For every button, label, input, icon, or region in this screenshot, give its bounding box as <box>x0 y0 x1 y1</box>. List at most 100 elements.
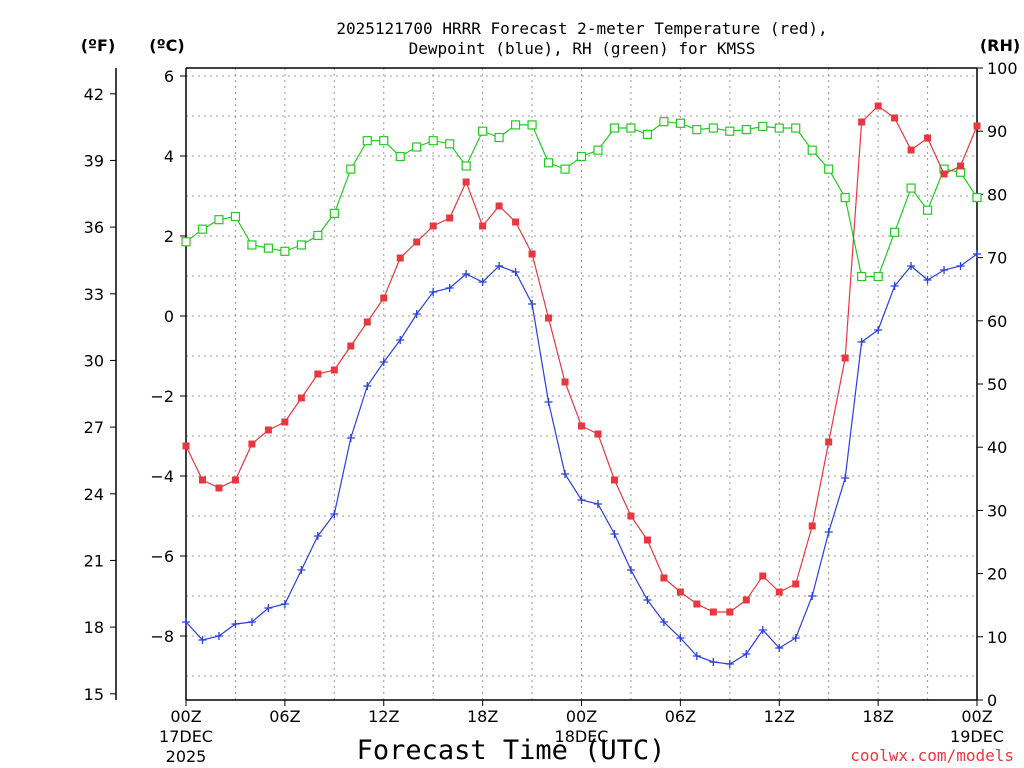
rh-point <box>576 151 587 162</box>
temperature-point <box>775 588 783 596</box>
dewpoint-point <box>561 470 570 478</box>
rh-unit-label: (RH) <box>980 36 1020 55</box>
rh-point <box>593 145 603 155</box>
temperature-series <box>182 102 981 616</box>
temperature-point <box>413 238 421 246</box>
dewpoint-point <box>462 270 471 278</box>
temperature-point <box>380 294 388 302</box>
dewpoint-point <box>676 634 685 642</box>
dewpoint-point <box>923 276 932 284</box>
temperature-point <box>726 608 734 616</box>
dewpoint-point <box>940 266 949 274</box>
dewpoint-point <box>544 398 553 406</box>
temperature-point <box>610 476 618 484</box>
credit-text: coolwx.com/models <box>850 746 1014 765</box>
rh-point <box>560 164 570 174</box>
dewpoint-point <box>907 262 916 270</box>
dewpoint-point <box>198 636 207 644</box>
dewpoint-point <box>577 496 586 504</box>
temperature-point <box>198 476 206 484</box>
temperature-point <box>479 222 487 230</box>
celsius-unit-label: (ºC) <box>149 36 184 55</box>
rh-tick-label: 80 <box>987 185 1007 204</box>
temperature-point <box>495 202 503 210</box>
dewpoint-series <box>182 250 981 668</box>
rh-point <box>461 161 471 171</box>
rh-point <box>972 192 982 203</box>
rh-point <box>478 126 488 136</box>
celsius-tick-label: −4 <box>150 467 174 486</box>
celsius-tick-label: −2 <box>150 387 174 406</box>
temperature-point <box>281 418 289 426</box>
temperature-point <box>792 580 800 588</box>
celsius-tick-label: 0 <box>164 307 174 326</box>
temperature-point <box>363 318 371 326</box>
dewpoint-point <box>709 658 718 666</box>
rh-point <box>890 227 900 237</box>
dewpoint-point <box>874 326 883 334</box>
rh-point <box>824 164 834 174</box>
temperature-point <box>182 442 190 450</box>
celsius-tick-label: 6 <box>164 67 174 86</box>
rh-point <box>626 123 636 133</box>
temperature-point <box>512 218 520 226</box>
dewpoint-point <box>610 530 619 538</box>
rh-point <box>197 224 208 234</box>
dewpoint-point <box>659 618 668 626</box>
dewpoint-point <box>231 620 240 628</box>
temperature-point <box>940 170 948 178</box>
rh-point <box>675 118 685 128</box>
rh-point <box>313 230 323 241</box>
dewpoint-point <box>346 434 355 442</box>
rh-line <box>185 121 978 278</box>
x-tick-date-label: 18DEC <box>555 727 609 746</box>
fahrenheit-tick-label: 21 <box>84 551 104 570</box>
fahrenheit-tick-label: 39 <box>84 151 104 170</box>
rh-point <box>708 123 718 133</box>
rh-point <box>642 129 653 139</box>
dewpoint-point <box>379 358 388 366</box>
temperature-point <box>231 476 239 484</box>
chart-title-line1: 2025121700 HRRR Forecast 2-meter Tempera… <box>336 19 827 38</box>
x-tick-label: 00Z <box>170 707 201 726</box>
celsius-tick-label: −8 <box>150 627 174 646</box>
dewpoint-point <box>214 632 223 640</box>
fahrenheit-tick-label: 33 <box>84 285 104 304</box>
rh-point <box>791 123 801 133</box>
x-axis-label: Forecast Time (UTC) <box>357 735 666 766</box>
x-tick-label: 18Z <box>467 707 498 726</box>
x-tick-label: 18Z <box>862 707 893 726</box>
rh-point <box>329 208 339 218</box>
dewpoint-point <box>758 626 767 634</box>
dewpoint-point <box>182 618 190 626</box>
temperature-point <box>742 596 750 604</box>
x-tick-label: 06Z <box>665 707 696 726</box>
dewpoint-point <box>412 310 421 318</box>
x-tick-date-label: 19DEC <box>950 727 1004 746</box>
dewpoint-point <box>297 566 306 574</box>
x-tick-year-label: 2025 <box>166 747 207 766</box>
dewpoint-point <box>643 596 652 604</box>
temperature-point <box>528 250 536 258</box>
rh-point <box>906 183 916 193</box>
chart-title-line2: Dewpoint (blue), RH (green) for KMSS <box>409 39 756 58</box>
x-tick-label: 12Z <box>764 707 795 726</box>
temperature-point <box>808 522 816 530</box>
fahrenheit-tick-label: 30 <box>84 351 104 370</box>
temperature-point <box>825 438 833 446</box>
dewpoint-point <box>445 284 454 292</box>
rh-point <box>774 123 784 133</box>
rh-point <box>346 164 356 174</box>
temperature-point <box>314 370 322 378</box>
x-tick-label: 12Z <box>368 707 399 726</box>
temperature-point <box>858 118 866 126</box>
rh-point <box>362 136 372 146</box>
rh-point <box>280 246 290 256</box>
rh-point <box>296 240 306 250</box>
rh-point <box>659 117 669 127</box>
rh-point <box>379 136 389 146</box>
dewpoint-point <box>775 644 784 652</box>
rh-point <box>263 243 273 253</box>
dewpoint-point <box>495 262 504 270</box>
temperature-point <box>248 440 256 448</box>
